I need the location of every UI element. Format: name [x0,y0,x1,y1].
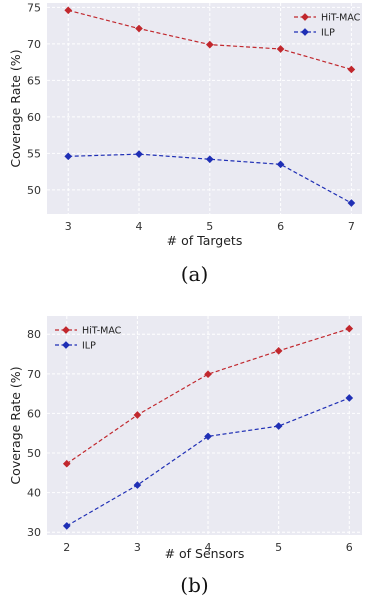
legend-label: ILP [321,28,335,39]
y-tick-label: 50 [27,184,41,197]
legend-marker [62,341,70,349]
data-point [274,422,283,430]
data-point [205,40,214,49]
y-axis-label: Coverage Rate (%) [8,49,23,167]
x-axis-label: # of Sensors [165,546,245,561]
y-tick-label: 80 [27,328,41,341]
figure-caption: (a) [181,262,209,286]
y-axis-label: Coverage Rate (%) [8,366,23,484]
series-ilp [62,394,354,530]
data-point [133,411,142,419]
series-hit-mac [64,6,356,74]
series-hit-mac [62,324,354,468]
x-tick-label: 2 [63,541,70,554]
y-tick-label: 40 [27,487,41,500]
x-tick-label: 3 [134,541,141,554]
data-point [135,24,143,33]
figure-caption: (b) [180,573,208,597]
legend-label: HiT-MAC [82,326,122,337]
y-tick-label: 55 [27,147,41,160]
data-point [347,65,356,74]
data-point [276,45,285,53]
data-point [204,370,212,379]
series-line [68,153,352,204]
data-point [345,394,354,402]
y-tick-label: 60 [27,111,41,124]
y-tick-label: 30 [27,526,41,539]
legend-marker [301,13,309,21]
y-tick-label: 70 [27,38,41,51]
y-tick-label: 50 [27,447,41,460]
data-point [135,150,143,158]
series-ilp [64,150,356,207]
data-point [205,155,214,164]
x-tick-label: 5 [275,541,282,554]
data-point [64,152,73,161]
x-tick-label: 6 [346,541,353,554]
legend: HiT-MAC ILP [55,326,122,352]
y-tick-label: 70 [27,368,41,381]
series-line [66,397,350,527]
data-point [276,160,285,169]
data-point [62,522,71,530]
data-point [64,6,73,15]
legend: HiT-MAC ILP [294,13,361,39]
y-tick-label: 60 [27,407,41,420]
chart-b: 30 40 50 60 70 80 2 3 4 5 6 # of Sensors Coverage Ra… [8,316,362,597]
plot-area [47,316,362,535]
legend-marker [301,28,309,36]
y-tick-label: 75 [27,1,41,14]
legend-label: HiT-MAC [321,13,361,24]
x-tick-label: 6 [277,220,284,233]
data-point [274,347,283,355]
x-tick-label: 3 [65,220,72,233]
data-point [133,481,142,489]
data-point [204,432,212,441]
legend-marker [62,326,70,334]
x-tick-label: 4 [136,220,143,233]
data-point [347,199,356,207]
x-tick-label: 4 [205,541,212,554]
data-point [345,324,354,333]
legend-label: ILP [82,341,96,352]
data-point [62,459,71,468]
x-axis-label: # of Targets [167,233,243,248]
x-tick-label: 7 [348,220,355,233]
plot-area [47,3,362,214]
x-tick-label: 5 [206,220,213,233]
y-tick-label: 65 [27,74,41,87]
chart-a: 50 55 60 65 70 75 3 4 5 6 7 # of Targets Coverage Ra… [8,1,362,286]
